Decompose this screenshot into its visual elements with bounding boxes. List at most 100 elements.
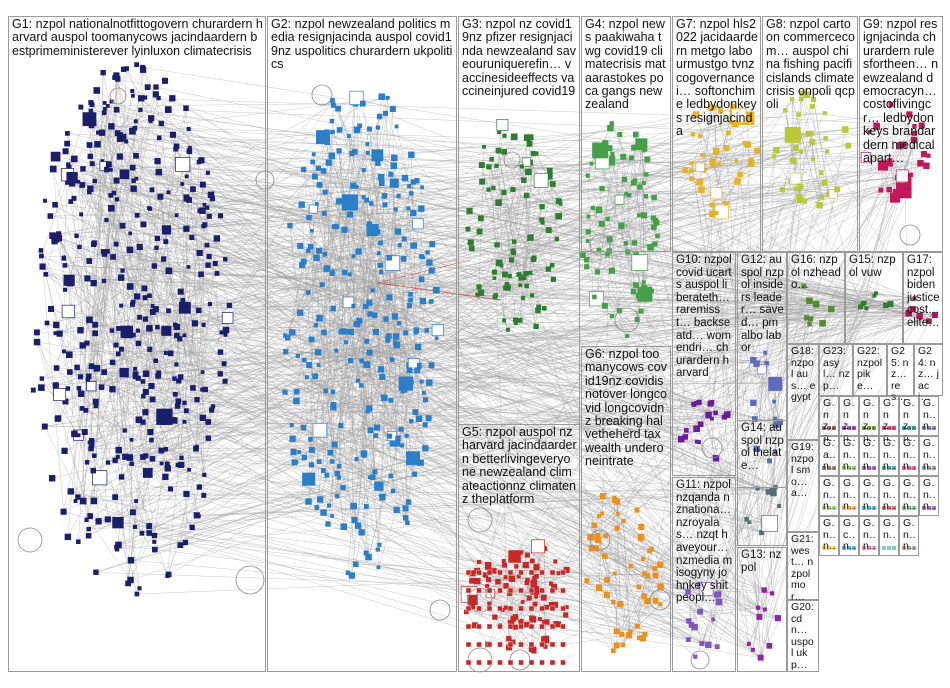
node-g27 [842,426,846,430]
node-g1 [193,512,200,519]
node-g26 [822,426,826,430]
node-g1 [109,168,113,172]
group-label-g48: G… n… n… [903,518,916,552]
node-g1 [183,408,189,414]
node-g2 [421,390,426,395]
node-g2 [358,529,365,536]
node-g3 [530,151,536,156]
node-g5 [518,569,524,576]
node-g3 [555,212,562,220]
node-g9 [895,169,909,183]
node-g6 [603,591,611,598]
node-g1 [195,307,202,314]
node-g4 [605,216,610,221]
node-g2 [424,328,429,333]
node-g5 [519,618,524,623]
node-g16 [801,283,807,289]
node-g2 [313,323,319,328]
node-g1 [104,516,111,523]
node-g42 [912,506,916,510]
node-g1 [174,362,179,367]
node-g40 [867,506,871,510]
group-box-g27: G… nz… n… [839,396,859,443]
node-g2 [330,269,335,274]
node-g26 [827,426,831,430]
self-loop [109,87,127,105]
node-g1 [74,364,80,371]
node-g1 [60,508,67,515]
node-g1 [89,442,95,448]
self-loop [899,224,921,246]
node-g6 [641,593,647,599]
node-g4 [651,194,657,201]
node-g2 [376,251,381,256]
node-g8 [821,179,828,186]
node-g5 [518,659,524,666]
node-g2 [316,314,323,322]
node-g2 [348,572,356,579]
group-box-g5: G5: nzpol auspol nz harvard jacindaarder… [458,424,580,672]
node-g3 [549,181,556,187]
node-g5 [503,605,509,610]
node-g11 [699,640,705,647]
node-g1 [52,201,58,208]
node-g1 [137,95,145,102]
node-g1 [113,241,119,247]
node-g1 [73,499,78,503]
node-g7 [734,159,739,163]
node-g1 [196,159,202,165]
group-label-g9: G9: nzpol resignjacinda churardern rules… [863,18,940,166]
node-g2 [295,353,300,359]
node-g17 [931,312,938,319]
node-g2 [388,397,394,403]
node-g7 [748,160,755,167]
node-g1 [142,409,149,416]
node-g1 [84,460,90,465]
node-g3 [510,248,516,254]
node-g10 [697,440,701,445]
node-g1 [196,484,203,490]
group-box-g16: G16: nzpol nzheado… [787,252,845,344]
self-loop [690,650,710,670]
node-g5 [522,562,529,569]
node-g1 [49,165,57,173]
node-g2 [308,437,313,442]
node-g6 [639,635,646,642]
node-g3 [545,266,552,272]
node-g4 [635,138,648,151]
node-g2 [367,126,373,132]
node-g1 [127,557,135,564]
node-g17 [912,296,917,301]
node-g5 [530,579,538,587]
node-g34 [862,466,866,470]
node-g1 [187,467,191,472]
node-g1 [39,376,45,381]
node-g2 [330,389,336,395]
node-g5 [528,605,535,612]
node-g5 [534,594,539,599]
node-g7 [689,168,694,173]
group-label-g45: G… c… n… [843,518,856,552]
self-loop [429,599,451,621]
self-loop [311,84,333,106]
node-g7 [717,162,722,166]
node-g3 [476,284,482,290]
node-g1 [141,285,148,292]
node-g2 [429,241,436,248]
node-g5 [553,559,558,564]
node-g1 [92,453,97,458]
node-g8 [809,103,815,109]
node-g1 [30,387,36,393]
node-g5 [507,641,514,648]
group-box-g29: G… nz… n… [879,396,899,443]
node-g1 [142,295,148,301]
node-g9 [918,122,925,129]
node-g5 [465,605,472,612]
node-g5 [497,623,503,630]
node-g3 [491,269,498,275]
node-g1 [85,532,92,539]
node-g2 [376,113,383,120]
node-g1 [110,254,116,260]
node-g2 [308,447,315,453]
